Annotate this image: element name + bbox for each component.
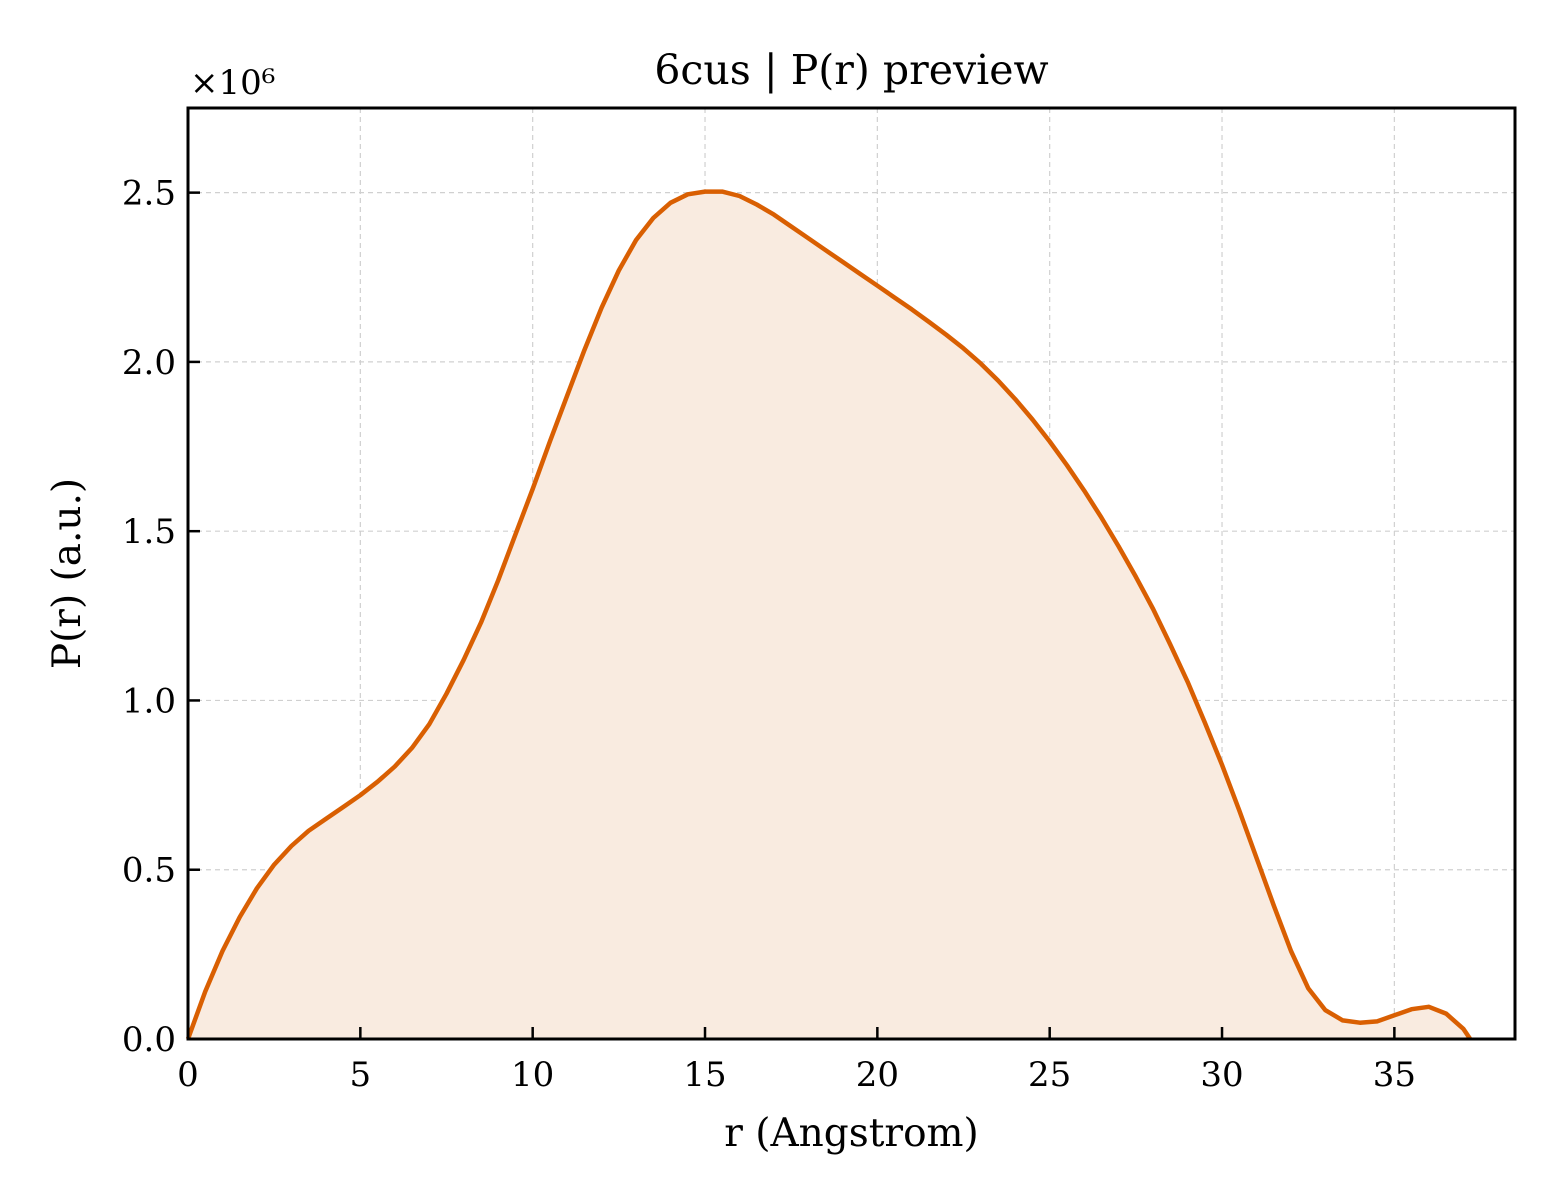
plot-frame bbox=[186, 106, 1517, 1041]
y-tick-label: 1.5 bbox=[122, 512, 176, 552]
y-multiplier-label: ×10⁶ bbox=[190, 63, 275, 103]
y-tick-label: 1.0 bbox=[122, 681, 176, 721]
y-tick-labels: 0.0 0.5 1.0 1.5 2.0 2.5 bbox=[122, 174, 176, 1060]
x-tick-label: 35 bbox=[1373, 1055, 1416, 1095]
y-tick-label: 2.0 bbox=[122, 343, 176, 383]
chart-title: 6cus | P(r) preview bbox=[654, 46, 1048, 94]
y-tick-label: 2.5 bbox=[122, 174, 176, 214]
x-tick-label: 15 bbox=[683, 1055, 726, 1095]
x-tick-labels: 0 5 10 15 20 25 30 35 bbox=[177, 1055, 1416, 1095]
tick-marks bbox=[186, 191, 1396, 1041]
pr-series-line bbox=[185, 189, 1473, 1041]
x-tick-label: 25 bbox=[1028, 1055, 1071, 1095]
y-tick-label: 0.5 bbox=[122, 851, 176, 891]
x-axis-label: r (Angstrom) bbox=[724, 1111, 979, 1156]
pr-area-fill bbox=[188, 191, 1471, 1040]
x-tick-label: 30 bbox=[1200, 1055, 1243, 1095]
x-tick-label: 20 bbox=[856, 1055, 899, 1095]
x-tick-label: 0 bbox=[177, 1055, 199, 1095]
y-tick-label: 0.0 bbox=[122, 1020, 176, 1060]
x-tick-label: 10 bbox=[511, 1055, 554, 1095]
y-axis-label: P(r) (a.u.) bbox=[45, 478, 90, 669]
x-tick-label: 5 bbox=[350, 1055, 372, 1095]
